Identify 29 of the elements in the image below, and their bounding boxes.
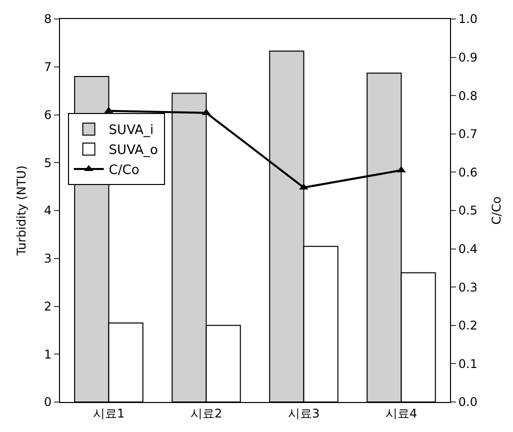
legend-label: C/Co: [108, 163, 140, 178]
y-tick-label: 5: [44, 156, 52, 170]
y2-tick-label: 0.2: [458, 318, 478, 333]
y-tick-label: 0: [44, 395, 52, 410]
y-tick-label: 4: [44, 204, 52, 218]
y-tick-label: 1: [44, 347, 52, 362]
x-tick-label: 시료4: [385, 406, 418, 420]
y2-tick-label: 0.7: [458, 127, 478, 142]
y-tick-label: 2: [44, 299, 52, 314]
legend-label: SUVA_i: [108, 123, 154, 138]
y2-tick-label: 0.4: [458, 242, 478, 256]
x-tick-label: 시료2: [190, 406, 222, 420]
y2-tick-label: 0.6: [458, 165, 478, 180]
y2-tick-label: 0.3: [458, 280, 478, 294]
y2-axis-title: C/Co: [489, 196, 504, 225]
y2-tick-label: 0.9: [458, 50, 478, 64]
x-tick-label: 시료3: [288, 406, 320, 420]
legend-label: SUVA_o: [108, 143, 158, 158]
y-axis-title: Turbidity (NTU): [14, 165, 28, 257]
y-tick-label: 3: [44, 252, 52, 266]
y-tick-label: 8: [44, 12, 52, 26]
y2-tick-label: 1.0: [458, 12, 478, 26]
y2-tick-label: 0.5: [458, 204, 478, 218]
y2-tick-label: 0.8: [458, 88, 478, 103]
y-tick-label: 7: [44, 60, 52, 74]
y-tick-label: 6: [44, 108, 52, 122]
y2-tick-label: 0.1: [458, 356, 478, 371]
y2-tick-label: 0.0: [458, 395, 478, 410]
x-tick-label: 시료1: [92, 406, 125, 420]
